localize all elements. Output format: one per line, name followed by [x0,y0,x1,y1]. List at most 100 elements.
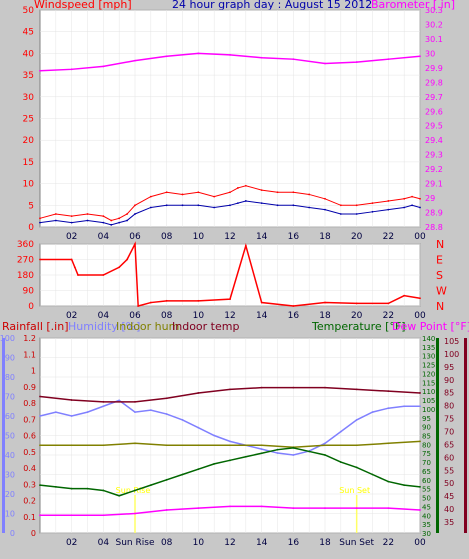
wind-average-line-point [411,204,413,207]
wind-direction-line-point [39,258,41,261]
temperature-line-point [403,484,406,487]
x-tick-label: 22 [383,538,394,548]
wind-average-line-point [276,204,279,207]
wind-direction-line-point [134,243,136,245]
wind-direction-line-point [387,302,390,305]
temperature-line-point [102,489,105,492]
x-tick-label: 12 [224,311,235,321]
wind-direction-line-point [102,274,105,276]
dew-point-line-point [419,509,421,511]
wind-average-line-point [403,206,406,209]
wind-average-line-point [197,204,200,207]
windspeed-line-point [126,213,128,215]
direction-tick-label: 90 [23,287,35,297]
wind-average-line-point [387,208,390,211]
rainfall-axis-label: Rainfall [.in] [2,320,69,333]
humidity-tick-label: 40 [5,451,15,460]
windspeed-tick-label: 15 [23,158,34,168]
barometer-line-point [260,56,263,59]
x-tick-label: 08 [161,538,173,548]
humidity-line-point [260,448,263,451]
dew-point-line-point [292,507,295,510]
windspeed-line-point [371,202,374,205]
x-tick-label: 00 [414,232,426,242]
temperature-line-point [324,454,326,456]
dew-point-line-point [134,512,136,515]
barometer-tick-label: 29.1 [425,180,443,189]
temperature-tick-label: 80 [422,441,431,449]
humidity-line-point [149,409,152,412]
windspeed-line-point [260,189,263,192]
windspeed-tick-label: 20 [23,136,35,146]
x-tick-label: Sun Set [339,538,374,548]
humidity-line-point [355,419,358,421]
barometer-line-point [292,58,295,61]
humidity-line-point [419,405,421,408]
indoor-hum-line-point [355,444,358,447]
humidity-tick-label: 80 [5,373,15,382]
indoor-temp-line-point [419,392,421,394]
x-tick-label: 18 [319,232,331,242]
dew-point-tick-label: 105 [444,337,459,346]
humidity-legend-label: Humidity [%] [68,320,140,333]
temperature-tick-label: 125 [422,362,435,370]
rainfall-tick-label: 1 [31,367,36,376]
windspeed-line-point [308,193,311,196]
x-tick-label: 22 [383,232,394,242]
humidity-tick-label: 90 [5,354,15,363]
humidity-line-point [134,411,136,413]
wind-direction-line-point [355,302,358,305]
x-tick-label: 00 [414,311,426,321]
windspeed-tick-label: 0 [28,223,34,233]
humidity-line-point [292,454,295,456]
windspeed-line-point [237,187,239,189]
indoor-hum-line-point [102,444,105,447]
dew-point-line-point [387,507,390,510]
humidity-line-point [403,405,406,408]
wind-direction-line-point [419,297,421,300]
temperature-line-point [308,450,311,453]
wind-average-line-point [149,206,152,209]
temperature-tick-label: 95 [422,415,431,423]
wind-direction-line-point [197,299,200,302]
humidity-tick-label: 20 [5,490,15,499]
rainfall-tick-label: 1.1 [23,350,36,359]
wind-average-line-point [102,221,105,224]
temperature-tick-label: 120 [422,370,435,378]
windspeed-line-point [134,204,136,207]
humidity-line-point [118,399,121,402]
dew-point-tick-label: 90 [444,376,454,385]
temperature-tick-label: 115 [422,379,435,387]
rainfall-tick-label: 0.7 [23,415,36,424]
windspeed-line-point [102,215,105,218]
direction-tick-label: 360 [17,240,34,250]
barometer-line-point [134,59,136,62]
indoor-temp-line-point [324,386,326,389]
wind-average-line-point [110,223,113,226]
temperature-tick-label: 105 [422,397,435,405]
compass-label: W [436,285,447,298]
direction-tick-label: 180 [17,271,34,281]
humidity-line-point [387,407,390,410]
windspeed-line-point [403,197,406,200]
wind-average-line-point [54,219,57,222]
temperature-line-point [292,447,295,449]
x-tick-label: 02 [66,538,77,548]
wind-average-line-point [86,219,89,222]
indoor-temp-line-point [387,390,390,393]
compass-label: N [436,300,444,313]
temperature-tick-label: 110 [422,388,435,396]
humidity-line-point [165,413,168,415]
humidity-line-point [339,430,342,433]
wind-direction-line-point [118,266,121,269]
windspeed-tick-label: 40 [23,49,35,59]
indoor-hum-line-point [419,440,421,443]
temperature-tick-label: 40 [422,512,431,520]
humidity-tick-label: 70 [5,393,15,402]
temperature-tick-label: 35 [422,521,431,529]
humidity-line-point [324,442,326,445]
dew-point-line-point [197,507,200,510]
indoor-hum-legend-label: Indoor hum [116,320,179,333]
barometer-line-point [324,62,326,65]
indoor-hum-line-point [229,444,231,447]
